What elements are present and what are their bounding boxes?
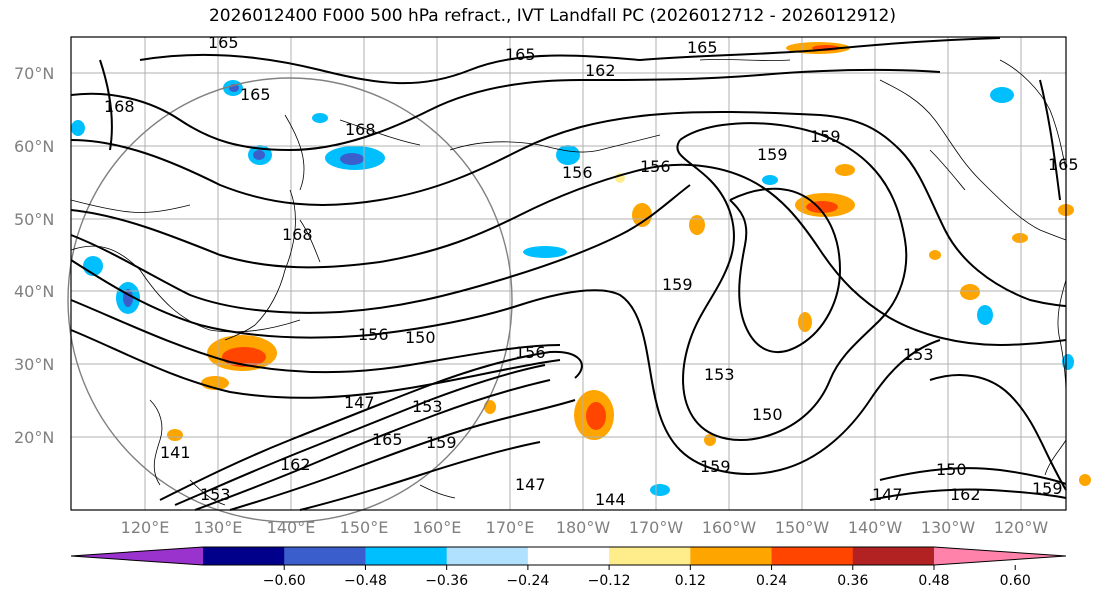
lon-label: 120°E <box>121 518 170 537</box>
map-frame-bg <box>71 37 1066 510</box>
colorbar-swatch <box>203 547 285 565</box>
colorbar-tick-label: 0.36 <box>837 573 868 589</box>
lon-label: 130°E <box>194 518 243 537</box>
contour-label: 156 <box>640 157 671 176</box>
colorbar-tick-label: −0.48 <box>344 573 387 589</box>
contour-label: 165 <box>687 38 718 57</box>
lat-label: 30°N <box>14 355 54 374</box>
contour-label: 159 <box>1032 479 1063 498</box>
contour-label: 156 <box>515 343 546 362</box>
contour-label: 159 <box>810 127 841 146</box>
contour-label: 153 <box>903 345 934 364</box>
map-border <box>70 36 1067 511</box>
lat-label: 50°N <box>14 210 54 229</box>
contour-label: 159 <box>757 145 788 164</box>
contour-label: 159 <box>662 275 693 294</box>
lat-labels: 70°N 60°N 50°N 40°N 30°N 20°N <box>14 64 54 447</box>
lon-label: 170°W <box>629 518 684 537</box>
contour-label: 165 <box>1048 155 1079 174</box>
colorbar-tick-label: 0.24 <box>756 573 787 589</box>
contour-label: 156 <box>358 325 389 344</box>
contour-label: 141 <box>160 443 191 462</box>
contour-label: 159 <box>426 433 457 452</box>
colorbar-swatch <box>771 547 854 565</box>
contour-label: 147 <box>872 485 903 504</box>
colorbar-swatch <box>284 547 366 565</box>
contour-label: 162 <box>280 455 311 474</box>
lat-label: 40°N <box>14 282 54 301</box>
colorbar-tick-label: 0.60 <box>1000 573 1031 589</box>
colorbar-tick-label: −0.24 <box>506 573 549 589</box>
contour-label: 153 <box>200 485 231 504</box>
colorbar-tick-label: −0.36 <box>425 573 468 589</box>
contour-label: 156 <box>562 163 593 182</box>
lat-label: 20°N <box>14 428 54 447</box>
contour-label: 153 <box>412 397 443 416</box>
colorbar-extend-low <box>71 547 203 565</box>
colorbar-tick-label: 0.48 <box>918 573 949 589</box>
colorbar-outline <box>70 546 1067 566</box>
contour-lines <box>70 37 1067 511</box>
colorbar-tick-label: −0.12 <box>588 573 631 589</box>
lon-label: 170°E <box>486 518 535 537</box>
contour-label: 168 <box>104 97 135 116</box>
contour-label: 162 <box>585 61 616 80</box>
map-title: 2026012400 F000 500 hPa refract., IVT La… <box>208 6 896 26</box>
contour-label: 159 <box>700 457 731 476</box>
colorbar-swatch <box>690 547 773 565</box>
colorbar-swatch <box>852 547 935 565</box>
contour-label: 165 <box>240 85 271 104</box>
contour-label: 168 <box>282 225 313 244</box>
gray-circle <box>67 77 513 523</box>
lon-label: 130°W <box>921 518 976 537</box>
colorbar-tick-label: −0.60 <box>263 573 306 589</box>
lon-label: 140°W <box>848 518 903 537</box>
contour-label: 165 <box>208 33 239 52</box>
contour-label: 147 <box>515 475 546 494</box>
contour-label: 162 <box>950 485 981 504</box>
lon-label: 160°W <box>702 518 757 537</box>
lon-labels: 120°E 130°E 140°E 150°E 160°E 170°E 180°… <box>121 518 1049 537</box>
colorbar-swatch <box>609 547 691 565</box>
contour-label: 153 <box>704 365 735 384</box>
colorbar-tick-label: 0.12 <box>675 573 706 589</box>
contour-label: 144 <box>595 490 626 509</box>
lon-label: 160°E <box>413 518 462 537</box>
colorbar-swatch <box>527 547 610 565</box>
contour-label: 147 <box>344 393 375 412</box>
lon-label: 180°W <box>556 518 611 537</box>
lat-label: 60°N <box>14 137 54 156</box>
colorbar-swatch <box>365 547 448 565</box>
colorbar-extend-high <box>934 547 1066 565</box>
colorbar-swatch <box>446 547 529 565</box>
lon-label: 150°E <box>340 518 389 537</box>
lat-label: 70°N <box>14 64 54 83</box>
contour-label: 168 <box>345 120 376 139</box>
lon-label: 120°W <box>994 518 1049 537</box>
contour-label: 150 <box>405 328 436 347</box>
lon-label: 140°E <box>267 518 316 537</box>
contour-labels: 165 165 162 165 168 165 168 156 156 159 … <box>104 33 1079 509</box>
lon-label: 150°W <box>775 518 830 537</box>
contour-label: 150 <box>752 405 783 424</box>
contour-label: 150 <box>936 460 967 479</box>
colorbar: −0.60 −0.48 −0.36 −0.24 −0.12 0.12 0.24 0.36 0.4… <box>70 546 1067 589</box>
contour-label: 165 <box>372 430 403 449</box>
contour-label: 165 <box>505 45 536 64</box>
